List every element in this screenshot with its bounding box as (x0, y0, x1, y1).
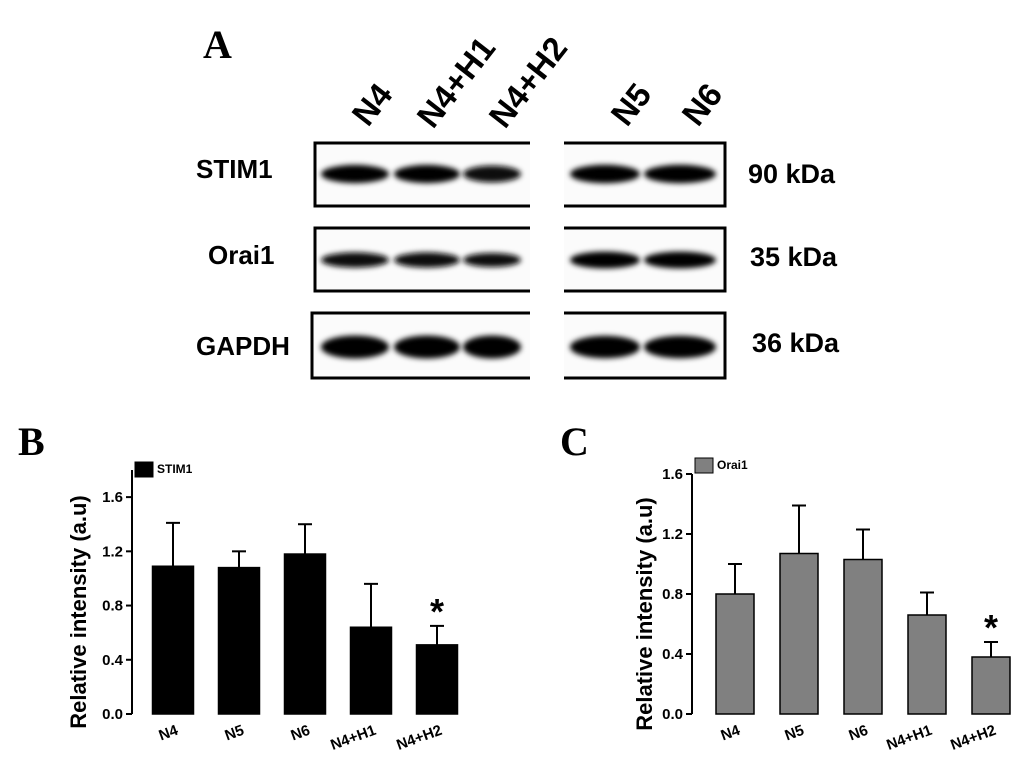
band-orai1-lane-1 (321, 252, 389, 268)
legend-label: Orai1 (717, 458, 748, 472)
legend-swatch (694, 457, 714, 474)
y-tick-label: 0.0 (102, 706, 123, 723)
x-tick-label: N4+H1 (884, 722, 934, 754)
band-stim1-lane-2 (394, 164, 460, 184)
y-axis-label: Relative intensity (a.u) (632, 497, 657, 731)
bar-n4 (715, 593, 755, 715)
bar-n4-h1 (907, 614, 947, 715)
blot-bands (321, 164, 716, 359)
stim1-bar-chart: B 0.0 0.4 0.8 1.2 1.6 Relative intensity (a.u… (18, 419, 459, 754)
band-gapdh-lane-4 (570, 335, 640, 359)
band-stim1-lane-5 (644, 164, 716, 184)
band-stim1-lane-1 (321, 164, 389, 184)
kda-label-stim1: 90 kDa (748, 159, 836, 189)
band-gapdh-lane-2 (394, 335, 460, 359)
panel-b-letter: B (18, 419, 45, 464)
kda-label-orai1: 35 kDa (750, 242, 838, 272)
lane-label-n4: N4 (344, 76, 400, 133)
western-blot-panel: A N4 N4+H1 N4+H2 N5 N6 STIM1 Orai1 GAPDH… (196, 22, 840, 382)
band-gapdh-lane-1 (321, 335, 389, 359)
x-tick-label: N4+H2 (394, 722, 444, 754)
lane-label-n5: N5 (603, 76, 658, 132)
y-tick-label: 1.2 (102, 543, 123, 560)
y-tick-label: 0.0 (662, 706, 683, 723)
x-tick-label: N6 (847, 722, 871, 745)
significance-star: * (430, 591, 444, 632)
band-orai1-lane-3 (463, 253, 521, 267)
x-tick-label: N4 (157, 722, 181, 745)
significance-star: * (984, 607, 998, 648)
orai1-bar-chart: C 0.0 0.4 0.8 1.2 1.6 Relative intensity (a.u… (560, 419, 1011, 754)
panel-a-letter: A (203, 22, 232, 67)
lane-gap (530, 140, 564, 382)
y-tick-label: 1.6 (662, 466, 683, 483)
legend-swatch (134, 461, 154, 478)
protein-label-stim1: STIM1 (196, 154, 273, 184)
bar-n4-h2 (971, 656, 1011, 715)
band-orai1-lane-4 (570, 251, 640, 269)
bar-n4 (151, 565, 195, 715)
bar-n4-h2 (415, 644, 459, 715)
protein-label-gapdh: GAPDH (196, 331, 290, 361)
y-tick-label: 0.8 (102, 598, 123, 615)
band-gapdh-lane-5 (644, 335, 716, 359)
band-stim1-lane-3 (463, 165, 521, 183)
bar-n5 (217, 566, 261, 715)
x-tick-label: N5 (783, 722, 807, 745)
band-gapdh-lane-3 (463, 335, 521, 359)
bar-n5 (779, 552, 819, 715)
lane-label-n6: N6 (674, 76, 729, 132)
protein-label-orai1: Orai1 (208, 240, 275, 270)
lane-label-n4-h1: N4+H1 (409, 30, 502, 134)
x-tick-label: N6 (289, 722, 313, 745)
band-stim1-lane-4 (570, 164, 640, 184)
x-tick-label: N4+H2 (948, 722, 998, 754)
band-orai1-lane-2 (394, 252, 460, 268)
kda-label-gapdh: 36 kDa (752, 328, 840, 358)
legend-label: STIM1 (157, 462, 193, 476)
y-tick-label: 0.4 (662, 646, 684, 663)
bar-n4-h1 (349, 626, 393, 715)
y-axis-label: Relative intensity (a.u) (66, 495, 91, 729)
bar-n6 (843, 558, 883, 715)
y-tick-label: 1.6 (102, 489, 123, 506)
y-tick-label: 0.4 (102, 652, 124, 669)
x-tick-label: N4 (719, 722, 743, 745)
y-tick-label: 0.8 (662, 586, 683, 603)
y-tick-label: 1.2 (662, 526, 683, 543)
bar-n6 (283, 553, 327, 715)
x-tick-label: N4+H1 (328, 722, 378, 754)
panel-c-letter: C (560, 419, 589, 464)
x-tick-label: N5 (223, 722, 247, 745)
lane-labels: N4 N4+H1 N4+H2 N5 N6 (344, 30, 729, 134)
band-orai1-lane-5 (644, 251, 716, 269)
lane-label-n4-h2: N4+H2 (481, 30, 574, 134)
